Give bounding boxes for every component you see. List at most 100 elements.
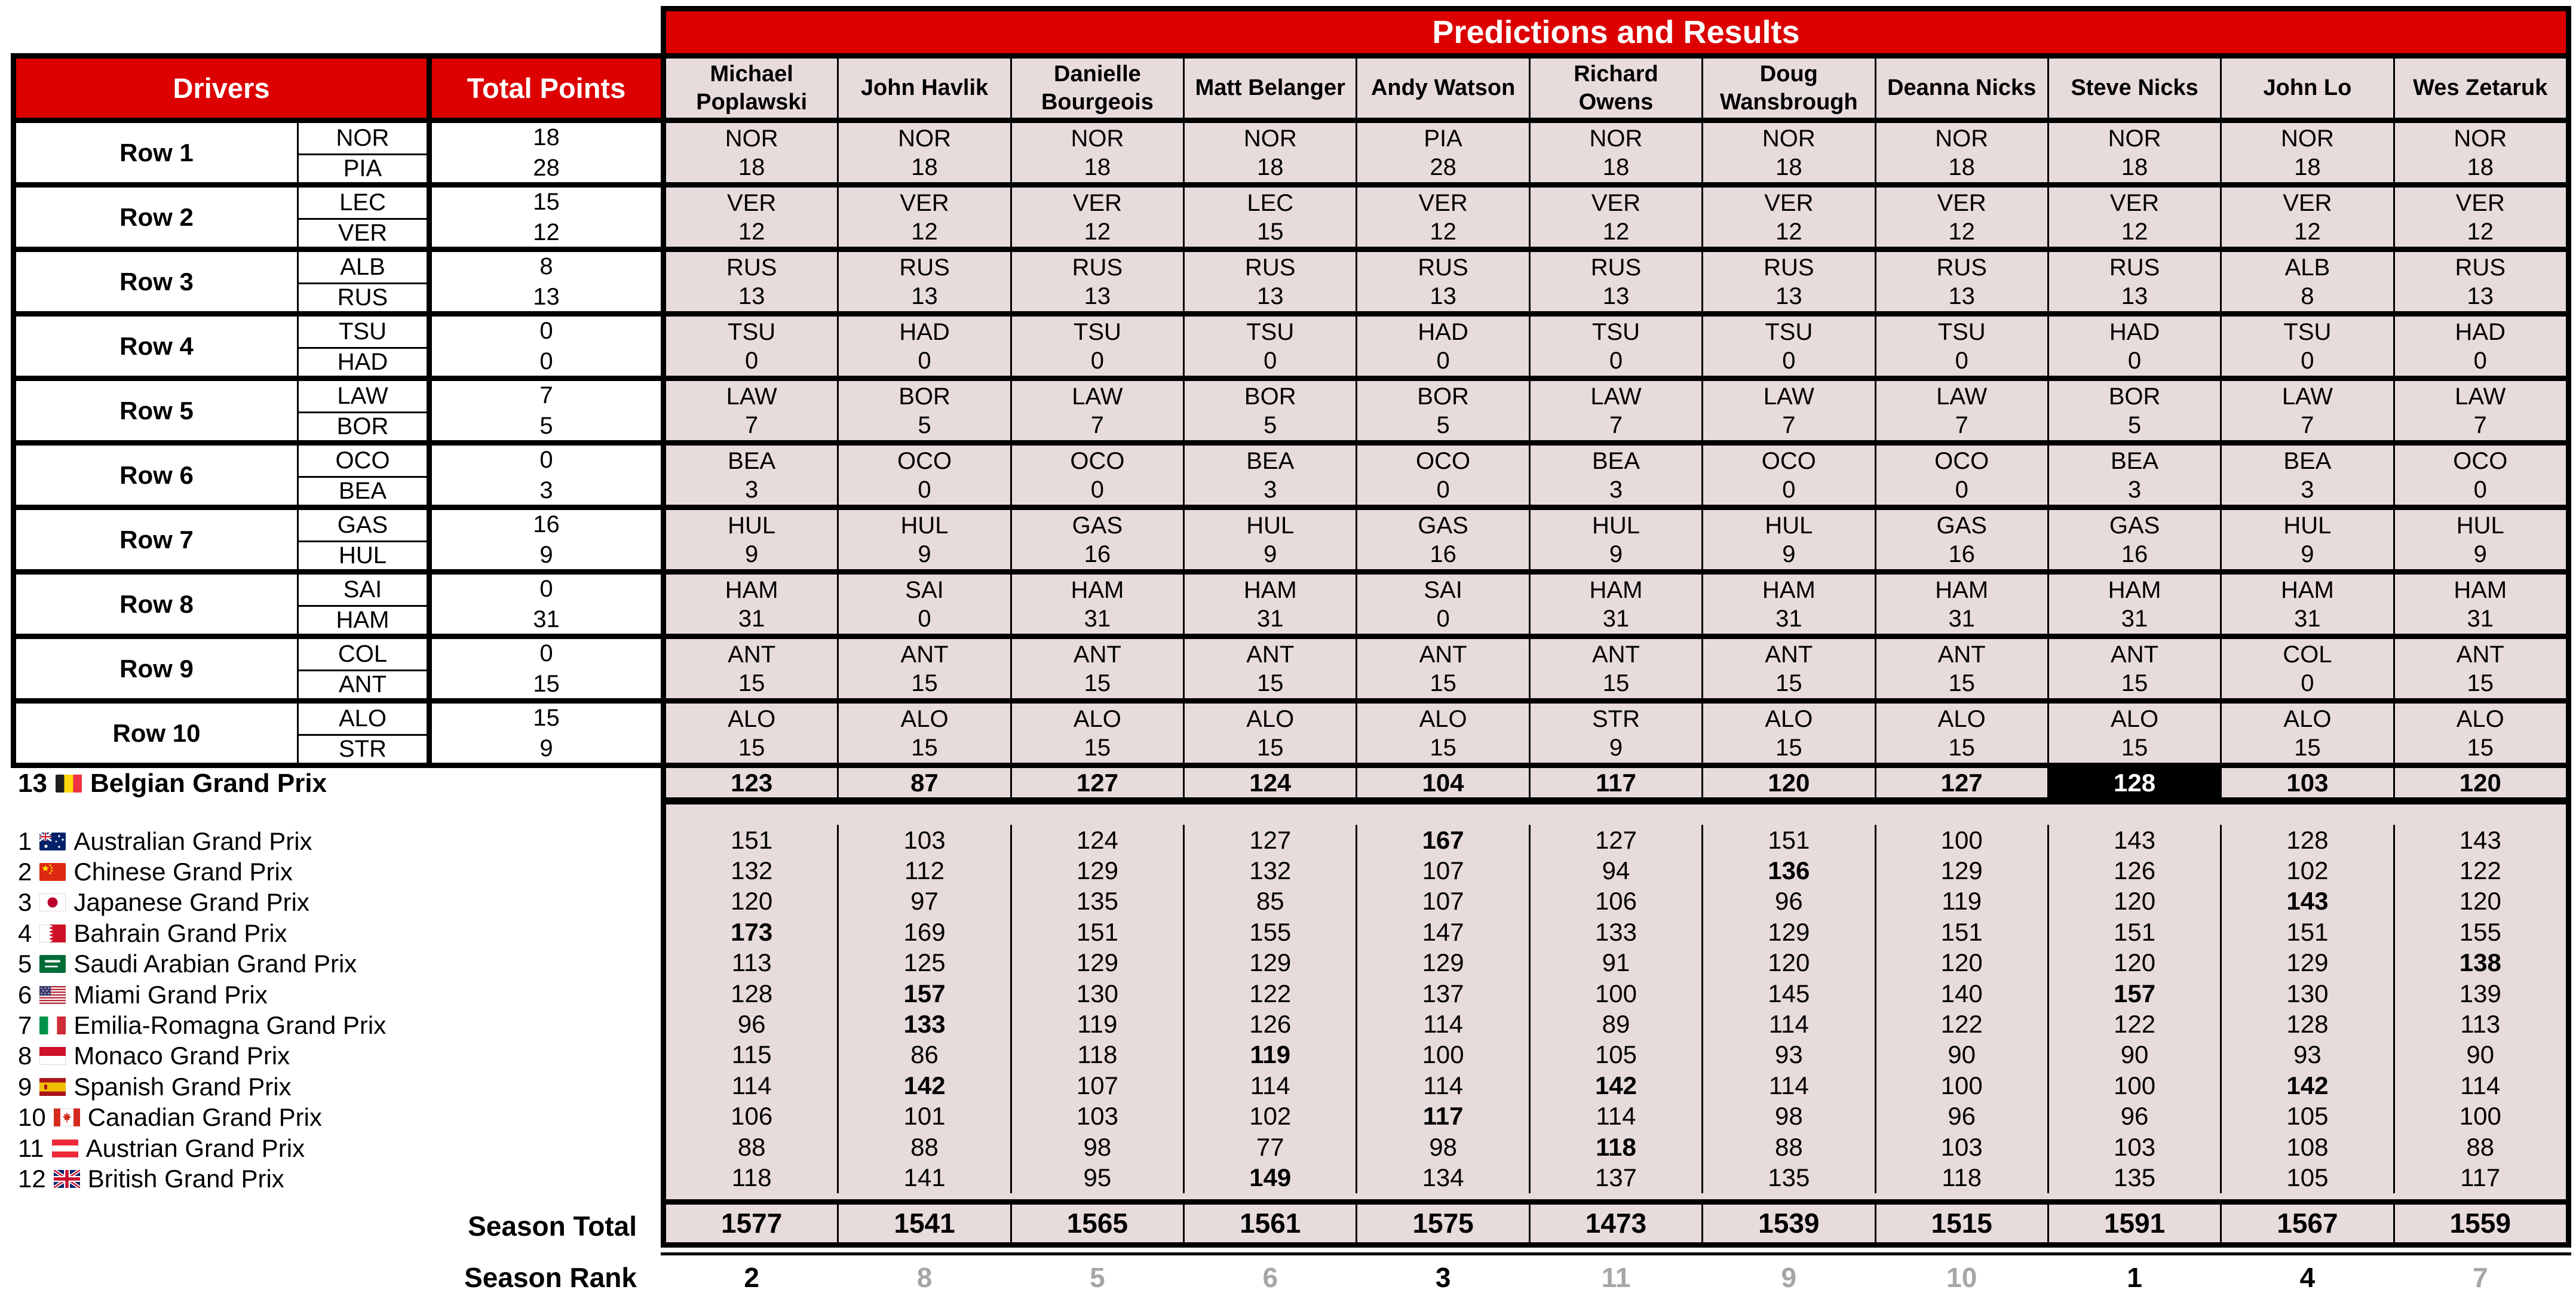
predictions-banner[interactable]: Predictions and Results (661, 6, 2571, 53)
driver-code-cell[interactable]: ANT (299, 671, 432, 704)
race-value-cell[interactable]: 157 (903, 979, 946, 1008)
player-name-header[interactable]: Deanna Nicks (1874, 59, 2047, 118)
race-value-cell[interactable]: 143 (2459, 825, 2501, 854)
race-value-cell[interactable]: 151 (1940, 917, 1983, 946)
prediction-cell[interactable]: OCO 0 (1010, 446, 1183, 505)
prediction-cell[interactable]: LAW 7 (2393, 381, 2566, 440)
prediction-cell[interactable]: TSU 0 (666, 317, 837, 376)
race-value-cell[interactable]: 90 (2120, 1040, 2149, 1069)
race-label[interactable]: 4 Bahrain Grand Prix (11, 918, 661, 948)
race-value-cell[interactable]: 93 (1774, 1040, 1803, 1069)
prediction-cell[interactable]: HAD 0 (837, 317, 1010, 376)
row-label[interactable]: Row 4 (11, 317, 299, 381)
race-label[interactable]: 3 Japanese Grand Prix (11, 887, 661, 918)
race-value-cell[interactable]: 103 (1076, 1102, 1118, 1131)
driver-code-cell[interactable]: BOR (299, 413, 432, 446)
race-value-cell[interactable]: 98 (1083, 1132, 1112, 1161)
race-value-cell[interactable]: 157 (2114, 979, 2156, 1008)
prediction-cell[interactable]: RUS 13 (1356, 252, 1528, 311)
prediction-cell[interactable]: ALO 15 (2393, 704, 2566, 763)
season-rank-cell[interactable]: 5 (1090, 1261, 1105, 1293)
prediction-cell[interactable]: ALO 15 (837, 704, 1010, 763)
race-value-cell[interactable]: 117 (2460, 1163, 2501, 1191)
prediction-cell[interactable]: HUL 9 (2393, 510, 2566, 569)
belgian-total-cell[interactable]: 124 (1183, 768, 1356, 797)
prediction-cell[interactable]: NOR 18 (1874, 123, 2047, 182)
row-label[interactable]: Row 10 (11, 704, 299, 768)
race-value-cell[interactable]: 120 (1940, 948, 1983, 977)
driver-code-cell[interactable]: LAW (299, 381, 432, 413)
season-total-cell[interactable]: 1473 (1528, 1204, 1701, 1242)
race-value-cell[interactable]: 134 (1422, 1163, 1464, 1191)
belgian-total-cell[interactable]: 87 (837, 768, 1010, 797)
race-value-cell[interactable]: 137 (1594, 1163, 1637, 1191)
season-total-cell[interactable]: 1541 (837, 1204, 1010, 1242)
prediction-cell[interactable]: ANT 15 (1528, 639, 1701, 698)
prediction-cell[interactable]: BEA 3 (1528, 446, 1701, 505)
race-value-cell[interactable]: 103 (903, 825, 946, 854)
race-value-cell[interactable]: 120 (2459, 887, 2501, 916)
race-value-cell[interactable]: 100 (2459, 1102, 2501, 1131)
driver-code-cell[interactable]: HUL (299, 542, 432, 575)
driver-code-cell[interactable]: PIA (299, 155, 432, 188)
prediction-cell[interactable]: OCO 0 (1356, 446, 1528, 505)
row-label[interactable]: Row 7 (11, 510, 299, 575)
prediction-cell[interactable]: ALO 15 (2047, 704, 2220, 763)
prediction-cell[interactable]: ANT 15 (2393, 639, 2566, 698)
race-value-cell[interactable]: 105 (1594, 1040, 1637, 1069)
race-value-cell[interactable]: 103 (2114, 1132, 2156, 1161)
prediction-cell[interactable]: HAM 31 (2220, 575, 2393, 634)
race-label[interactable]: 2 Chinese Grand Prix (11, 856, 661, 887)
prediction-cell[interactable]: TSU 0 (1010, 317, 1183, 376)
prediction-cell[interactable]: ANT 15 (1874, 639, 2047, 698)
race-value-cell[interactable]: 86 (910, 1040, 939, 1069)
race-value-cell[interactable]: 122 (2114, 1010, 2156, 1039)
race-value-cell[interactable]: 90 (2466, 1040, 2495, 1069)
race-value-cell[interactable]: 128 (731, 979, 773, 1008)
race-value-cell[interactable]: 124 (1076, 825, 1118, 854)
player-name-header[interactable]: Danielle Bourgeois (1010, 59, 1183, 118)
prediction-cell[interactable]: BEA 3 (2220, 446, 2393, 505)
prediction-cell[interactable]: NOR 18 (1528, 123, 1701, 182)
prediction-cell[interactable]: LAW 7 (1701, 381, 1874, 440)
prediction-cell[interactable]: RUS 13 (1010, 252, 1183, 311)
driver-code-cell[interactable]: TSU (299, 317, 432, 349)
prediction-cell[interactable]: HUL 9 (1701, 510, 1874, 569)
race-value-cell[interactable]: 100 (1422, 1040, 1464, 1069)
race-value-cell[interactable]: 142 (1594, 1071, 1637, 1100)
prediction-cell[interactable]: ALO 15 (2220, 704, 2393, 763)
belgian-total-cell[interactable]: 123 (731, 768, 773, 797)
season-rank-cell[interactable]: 1 (2127, 1261, 2142, 1293)
prediction-cell[interactable]: RUS 13 (1874, 252, 2047, 311)
driver-code-cell[interactable]: COL (299, 639, 432, 671)
driver-code-cell[interactable]: RUS (299, 284, 432, 317)
belgian-total-cell[interactable]: 128 (2047, 768, 2221, 797)
prediction-cell[interactable]: LAW 7 (666, 381, 837, 440)
prediction-cell[interactable]: ALO 15 (1701, 704, 1874, 763)
race-value-cell[interactable]: 128 (2286, 825, 2329, 854)
prediction-cell[interactable]: ALO 15 (666, 704, 837, 763)
race-value-cell[interactable]: 96 (2120, 1102, 2149, 1131)
drivers-header[interactable]: Drivers (11, 53, 432, 123)
prediction-cell[interactable]: LAW 7 (1010, 381, 1183, 440)
player-name-header[interactable]: Wes Zetaruk (2393, 59, 2566, 118)
race-value-cell[interactable]: 96 (1948, 1102, 1976, 1131)
race-value-cell[interactable]: 106 (1594, 887, 1637, 916)
race-value-cell[interactable]: 130 (1076, 979, 1118, 1008)
driver-points-cell[interactable]: 18 28 (432, 123, 661, 188)
prediction-cell[interactable]: HAD 0 (1356, 317, 1528, 376)
driver-points-cell[interactable]: 8 13 (432, 252, 661, 317)
driver-points-cell[interactable]: 0 31 (432, 575, 661, 639)
season-rank-cell[interactable]: 6 (1262, 1261, 1278, 1293)
player-name-header[interactable]: Doug Wansbrough (1701, 59, 1874, 118)
race-value-cell[interactable]: 135 (1768, 1163, 1810, 1191)
race-value-cell[interactable]: 136 (1768, 856, 1810, 885)
race-value-cell[interactable]: 149 (1249, 1163, 1292, 1191)
row-label[interactable]: Row 3 (11, 252, 299, 317)
prediction-cell[interactable]: RUS 13 (2393, 252, 2566, 311)
race-value-cell[interactable]: 105 (2286, 1163, 2329, 1191)
row-label[interactable]: Row 9 (11, 639, 299, 704)
prediction-cell[interactable]: VER 12 (837, 188, 1010, 247)
prediction-cell[interactable]: BOR 5 (2047, 381, 2220, 440)
